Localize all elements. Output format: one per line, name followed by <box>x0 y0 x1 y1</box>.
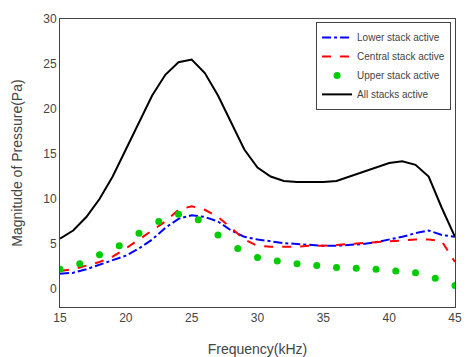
svg-text:Magnitude of Pressure(Pa): Magnitude of Pressure(Pa) <box>9 79 25 246</box>
svg-text:30: 30 <box>43 12 57 26</box>
svg-text:Lower stack active: Lower stack active <box>357 32 440 43</box>
svg-text:20: 20 <box>43 102 57 116</box>
svg-text:40: 40 <box>382 311 396 325</box>
svg-text:30: 30 <box>251 311 265 325</box>
svg-text:15: 15 <box>53 311 67 325</box>
svg-text:5: 5 <box>50 237 57 251</box>
svg-text:25: 25 <box>43 57 57 71</box>
svg-text:45: 45 <box>448 311 462 325</box>
svg-text:Central stack active: Central stack active <box>357 51 445 62</box>
svg-text:All stacks active: All stacks active <box>357 89 429 100</box>
svg-text:0: 0 <box>50 282 57 296</box>
svg-text:35: 35 <box>317 311 331 325</box>
svg-text:15: 15 <box>43 147 57 161</box>
svg-text:25: 25 <box>185 311 199 325</box>
svg-text:10: 10 <box>43 192 57 206</box>
svg-text:20: 20 <box>119 311 133 325</box>
svg-text:Frequency(kHz): Frequency(kHz) <box>208 341 308 357</box>
svg-text:Upper stack active: Upper stack active <box>357 70 440 81</box>
